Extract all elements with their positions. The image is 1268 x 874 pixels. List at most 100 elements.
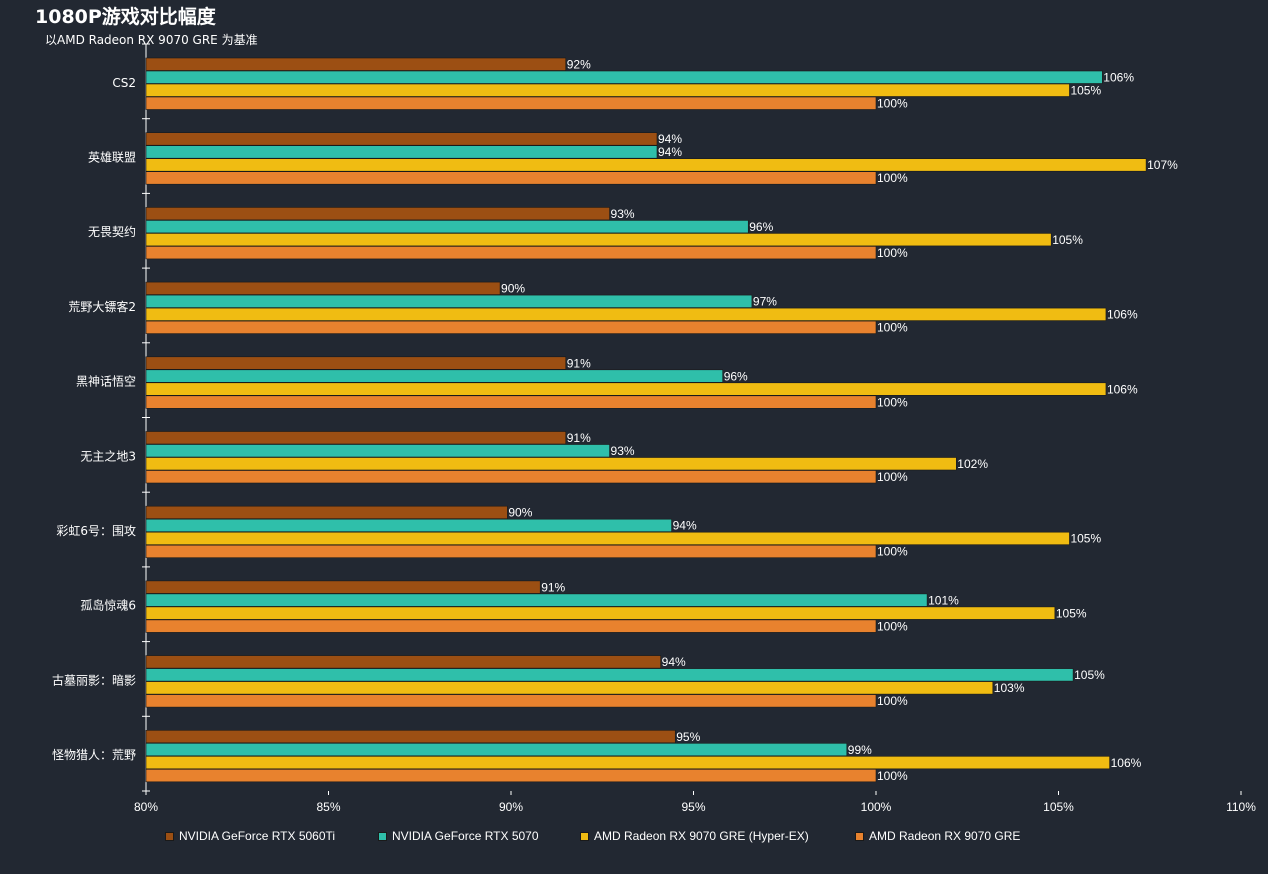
data-label: 107% (1147, 158, 1178, 172)
data-label: 105% (1070, 84, 1101, 98)
data-label: 90% (501, 282, 525, 296)
data-label: 106% (1111, 756, 1142, 770)
chart-legend: NVIDIA GeForce RTX 5060Ti NVIDIA GeForce … (0, 829, 1268, 849)
bar (145, 606, 1056, 620)
bar (145, 307, 1107, 321)
data-label: 106% (1107, 382, 1138, 396)
x-tick-label: 95% (681, 800, 705, 814)
legend-label: AMD Radeon RX 9070 GRE (Hyper-EX) (594, 829, 809, 843)
bar (145, 505, 508, 520)
bar (145, 382, 1107, 396)
data-label: 100% (877, 545, 908, 559)
legend-label: NVIDIA GeForce RTX 5070 (392, 829, 539, 843)
bar (145, 457, 957, 471)
legend-swatch (855, 831, 864, 841)
data-label: 105% (1052, 233, 1083, 247)
bar (145, 755, 1110, 770)
category-label: 怪物猎人：荒野 (52, 748, 136, 762)
chart-subtitle: 以AMD Radeon RX 9070 GRE 为基准 (45, 33, 258, 47)
bar (145, 145, 658, 159)
legend-item: NVIDIA GeForce RTX 5070 (378, 829, 539, 843)
data-label: 106% (1103, 71, 1134, 85)
legend-item: NVIDIA GeForce RTX 5060Ti (165, 829, 335, 843)
category-label: 黑神话悟空 (76, 374, 136, 389)
bar (145, 470, 877, 484)
bar (145, 768, 877, 783)
bar (145, 83, 1070, 97)
bar (145, 70, 1103, 84)
legend-swatch (165, 831, 174, 841)
data-label: 93% (611, 207, 635, 221)
data-label: 94% (662, 655, 686, 669)
data-label: 100% (877, 470, 908, 484)
bar (145, 281, 501, 295)
bar (145, 580, 541, 594)
bar (145, 246, 877, 260)
x-tick-label: 110% (1226, 800, 1256, 814)
data-label: 94% (658, 145, 682, 159)
x-tick-label: 85% (316, 800, 340, 814)
data-label: 103% (994, 681, 1025, 695)
bar (145, 593, 928, 607)
x-tick-label: 100% (861, 800, 892, 814)
data-label: 100% (877, 619, 908, 633)
data-label: 91% (541, 580, 565, 594)
data-label: 100% (877, 246, 908, 260)
data-label: 105% (1074, 668, 1105, 682)
category-label: 荒野大镖客2 (68, 299, 136, 314)
bar (145, 369, 724, 383)
data-label: 94% (658, 132, 682, 146)
x-tick-label: 80% (134, 800, 158, 814)
category-label: 古墓丽影：暗影 (52, 672, 136, 687)
chart-title: 1080P游戏对比幅度 (35, 6, 216, 28)
legend-item: AMD Radeon RX 9070 GRE (Hyper-EX) (580, 829, 809, 843)
bar (145, 544, 877, 559)
data-label: 100% (877, 769, 908, 783)
bar (145, 220, 749, 234)
legend-item: AMD Radeon RX 9070 GRE (855, 829, 1020, 843)
bar (145, 171, 877, 185)
data-label: 97% (753, 295, 777, 309)
data-label: 100% (877, 97, 908, 111)
bar (145, 444, 610, 458)
x-tick-label: 105% (1043, 800, 1074, 814)
data-label: 94% (673, 519, 697, 533)
bar (145, 694, 877, 708)
bar (145, 320, 877, 334)
bar (145, 158, 1147, 172)
bar (145, 619, 877, 633)
x-tick-label: 90% (499, 800, 523, 814)
bar (145, 729, 676, 744)
bar (145, 531, 1070, 546)
bar (145, 742, 848, 757)
bar (145, 233, 1052, 247)
legend-swatch (580, 831, 589, 841)
data-label: 96% (749, 220, 773, 234)
data-label: 96% (724, 369, 748, 383)
bar (145, 681, 994, 695)
bar (145, 57, 567, 71)
bar (145, 395, 877, 409)
category-label: 彩虹6号：围攻 (56, 524, 136, 538)
bar (145, 655, 661, 669)
bar (145, 668, 1074, 682)
bar (145, 207, 610, 221)
data-label: 100% (877, 694, 908, 708)
data-label: 95% (676, 730, 700, 744)
data-label: 99% (848, 743, 872, 757)
data-label: 91% (567, 356, 591, 370)
data-label: 101% (928, 593, 959, 607)
bar (145, 431, 567, 445)
data-label: 100% (877, 395, 908, 409)
data-label: 100% (877, 321, 908, 335)
data-label: 92% (567, 58, 591, 72)
data-label: 105% (1056, 606, 1087, 620)
category-label: 无畏契约 (88, 224, 136, 239)
category-label: 孤岛惊魂6 (80, 598, 136, 613)
data-label: 100% (877, 171, 908, 185)
legend-label: NVIDIA GeForce RTX 5060Ti (179, 829, 336, 843)
data-label: 106% (1107, 308, 1138, 322)
bar (145, 132, 658, 146)
data-label: 91% (567, 431, 591, 445)
